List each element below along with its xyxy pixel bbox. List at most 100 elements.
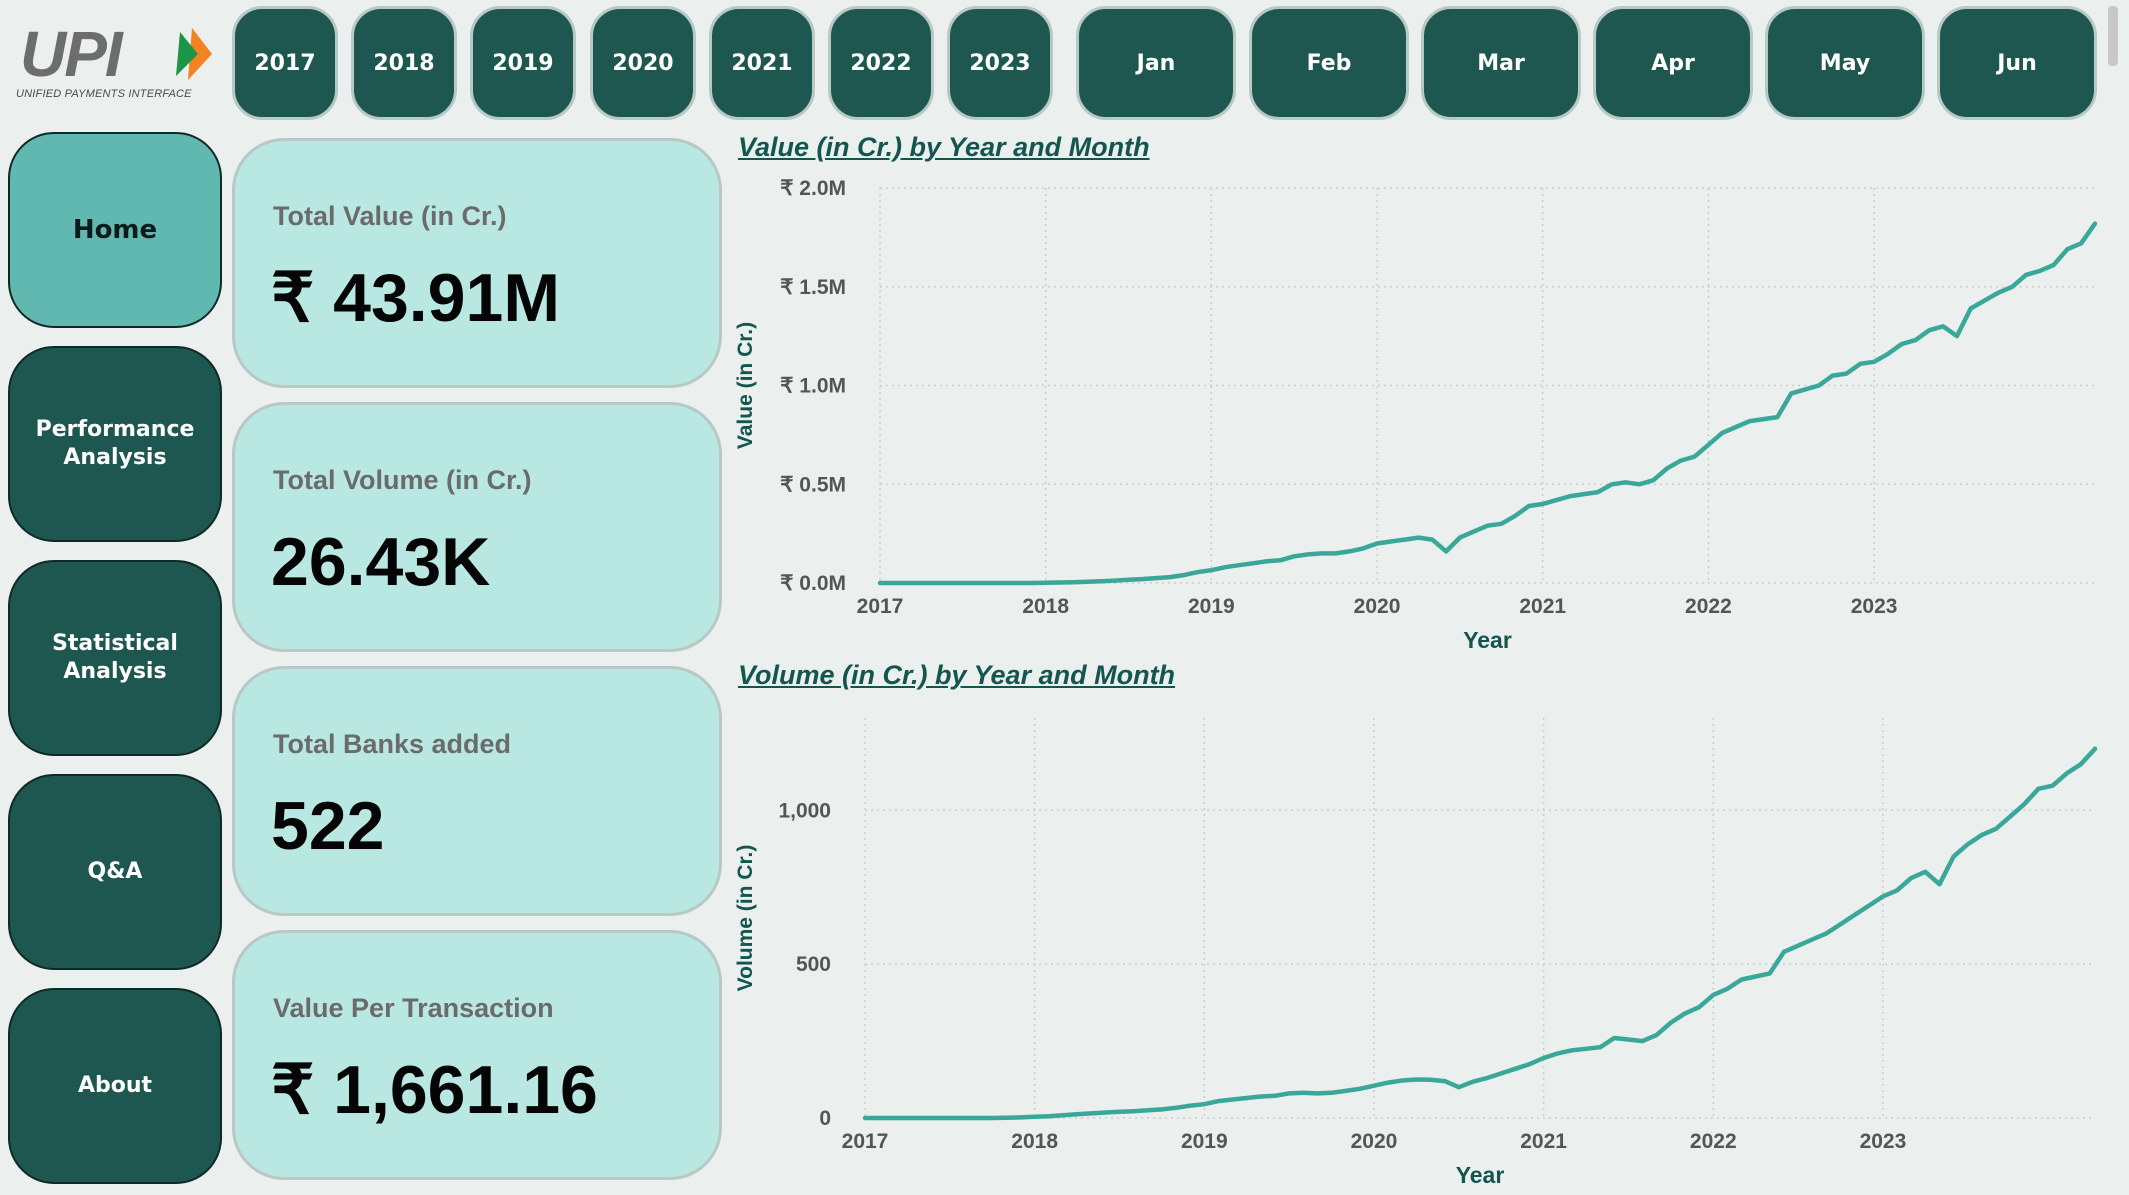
data-point (1030, 581, 1034, 585)
data-point (1486, 524, 1490, 528)
data-point (1867, 904, 1871, 908)
slicer-year-2017[interactable]: 2017 (232, 6, 338, 120)
data-point (2036, 787, 2040, 791)
data-point (878, 581, 882, 585)
kpi-card-total-value: Total Value (in Cr.) ₹ 43.91M (232, 138, 722, 388)
data-point (1711, 993, 1715, 997)
kpi-card-total-volume: Total Volume (in Cr.) 26.43K (232, 402, 722, 652)
data-point (1168, 575, 1172, 579)
data-point (1872, 360, 1876, 364)
slicer-month-may[interactable]: May (1765, 6, 1925, 120)
data-point (1202, 1102, 1206, 1106)
value-line-chart[interactable]: ₹ 0.0M ₹ 0.5M ₹ 1.0M ₹ 1.5M ₹ 2.0M 2017 2018 20… (730, 168, 2100, 658)
data-point (1584, 1047, 1588, 1051)
data-point (1610, 482, 1614, 486)
data-point (919, 581, 923, 585)
nav-about-button[interactable]: About (8, 988, 222, 1184)
data-point (1016, 581, 1020, 585)
x-tick-label: 2021 (1519, 595, 1566, 618)
data-point (1697, 1005, 1701, 1009)
x-tick-label: 2019 (1181, 1130, 1228, 1153)
data-point (1471, 1080, 1475, 1084)
x-tick-label: 2018 (1022, 595, 1069, 618)
data-point (1499, 1071, 1503, 1075)
y-axis-title: Value (in Cr.) (734, 322, 757, 449)
data-point (1361, 546, 1365, 550)
slicer-month-mar[interactable]: Mar (1421, 6, 1581, 120)
data-point (1555, 498, 1559, 502)
data-point (2051, 784, 2055, 788)
volume-line-chart[interactable]: 0 500 1,000 2017 2018 2019 2020 2021 2022 2023 Yea… (730, 698, 2100, 1188)
x-tick-label: 2023 (1860, 1130, 1907, 1153)
data-point (1858, 362, 1862, 366)
slicer-year-2021[interactable]: 2021 (709, 6, 815, 120)
x-tick-label: 2017 (857, 595, 904, 618)
data-point (892, 581, 896, 585)
data-point (1969, 306, 1973, 310)
value-chart-title: Value (in Cr.) by Year and Month (738, 132, 1150, 162)
data-point (1582, 492, 1586, 496)
data-point (1278, 558, 1282, 562)
data-point (1330, 1091, 1334, 1095)
data-point (1099, 579, 1103, 583)
data-point (1740, 978, 1744, 982)
slicer-month-jan[interactable]: Jan (1076, 6, 1236, 120)
data-point (1762, 417, 1766, 421)
data-point (1980, 833, 1984, 837)
data-point (1071, 580, 1075, 584)
data-point (2065, 771, 2069, 775)
data-point (1089, 1111, 1093, 1115)
slicer-year-2023[interactable]: 2023 (947, 6, 1053, 120)
data-point (1372, 1084, 1376, 1088)
x-tick-label: 2018 (1011, 1130, 1058, 1153)
data-point (1301, 1091, 1305, 1095)
slicer-label: 2019 (492, 50, 554, 76)
data-point (1485, 1076, 1489, 1080)
data-point (1044, 581, 1048, 585)
nav-label: Statistical Analysis (52, 631, 178, 684)
x-tick-label: 2022 (1690, 1130, 1737, 1153)
data-point (2093, 747, 2097, 751)
data-point (2038, 269, 2042, 273)
kpi-label: Value Per Transaction (273, 993, 554, 1023)
data-point (1909, 876, 1913, 880)
data-point (1513, 514, 1517, 518)
slicer-year-2022[interactable]: 2022 (828, 6, 934, 120)
slicer-label: 2017 (254, 50, 316, 76)
series-line[interactable] (877, 221, 2098, 586)
data-point (1292, 554, 1296, 558)
nav-performance-analysis-button[interactable]: Performance Analysis (8, 346, 222, 542)
data-point (1223, 565, 1227, 569)
slicer-month-feb[interactable]: Feb (1249, 6, 1409, 120)
x-tick-label: 2019 (1188, 595, 1235, 618)
data-point (1768, 971, 1772, 975)
data-point (1386, 1081, 1390, 1085)
data-point (2065, 247, 2069, 251)
data-point (1444, 549, 1448, 553)
slicer-month-apr[interactable]: Apr (1593, 6, 1753, 120)
data-point (891, 1116, 895, 1120)
data-point (1655, 1033, 1659, 1037)
slicer-year-2018[interactable]: 2018 (351, 6, 457, 120)
nav-statistical-analysis-button[interactable]: Statistical Analysis (8, 560, 222, 756)
slicer-month-jun[interactable]: Jun (1937, 6, 2097, 120)
data-point (1259, 1094, 1263, 1098)
nav-home-button[interactable]: Home (8, 132, 222, 328)
data-point (1127, 578, 1131, 582)
y-tick-label: ₹ 0.0M (780, 572, 846, 595)
data-point (1140, 577, 1144, 581)
data-point (2008, 814, 2012, 818)
slicer-scrollbar[interactable] (2108, 6, 2118, 66)
series-line[interactable] (862, 746, 2098, 1121)
data-point (1075, 1112, 1079, 1116)
slicer-label: 2020 (612, 50, 674, 76)
data-point (1853, 913, 1857, 917)
slicer-year-2020[interactable]: 2020 (590, 6, 696, 120)
kpi-card-total-banks: Total Banks added 522 (232, 666, 722, 916)
data-point (1457, 1085, 1461, 1089)
slicer-year-2019[interactable]: 2019 (470, 6, 576, 120)
slicer-label: 2023 (969, 50, 1031, 76)
data-point (905, 1116, 909, 1120)
nav-qa-button[interactable]: Q&A (8, 774, 222, 970)
nav-label: Q&A (87, 859, 143, 884)
